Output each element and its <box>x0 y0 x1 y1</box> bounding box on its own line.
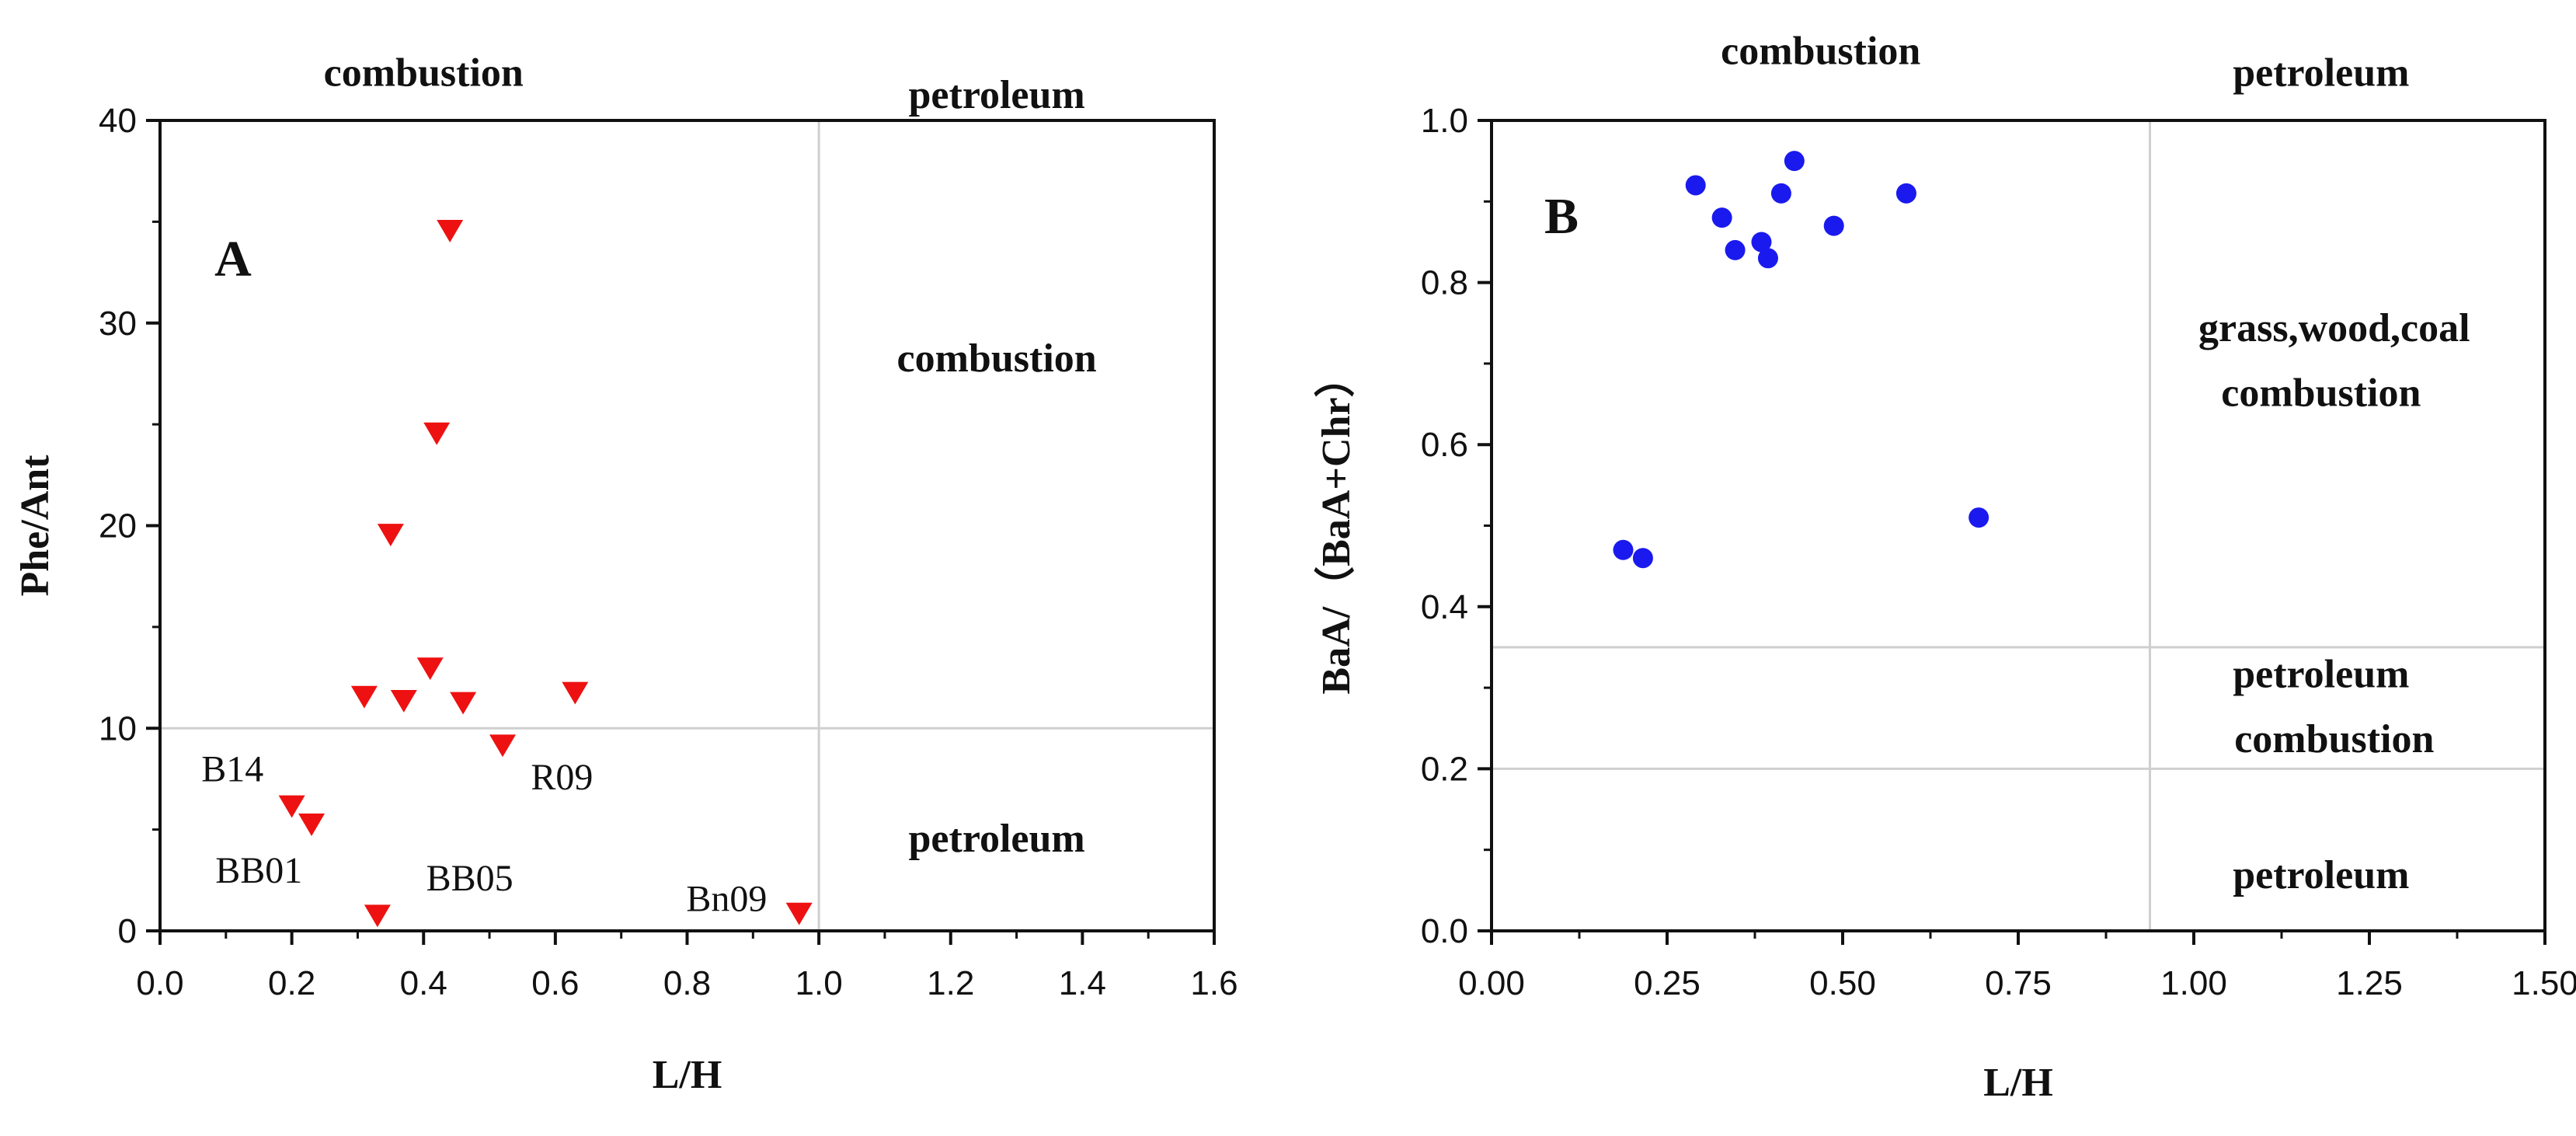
a-data-point <box>364 904 391 928</box>
a-data-point <box>785 902 813 925</box>
a-point-label: Bn09 <box>686 878 767 919</box>
b-x-tick-label: 1.00 <box>2160 964 2227 1002</box>
b-x-tick-label: 0.50 <box>1809 964 1876 1002</box>
b-region-label: petroleum <box>2233 652 2409 696</box>
a-region-label: petroleum <box>909 817 1085 861</box>
a-region-label: combustion <box>324 51 524 95</box>
a-point-label: BB01 <box>215 850 302 891</box>
b-data-point <box>1751 232 1772 253</box>
b-region-label: petroleum <box>2233 853 2409 897</box>
b-y-tick-label: 0.2 <box>1421 750 1468 788</box>
b-data-point <box>1969 507 1989 528</box>
a-x-tick-label: 0.6 <box>531 964 579 1002</box>
a-y-tick-label: 20 <box>99 507 137 545</box>
b-y-tick-label: 0.8 <box>1421 264 1468 302</box>
b-data-point <box>1613 539 1634 560</box>
a-data-point <box>489 734 517 758</box>
b-y-tick-label: 0.0 <box>1421 912 1468 950</box>
b-region-label: combustion <box>2221 371 2421 415</box>
a-x-tick-label: 1.4 <box>1059 964 1106 1002</box>
a-data-point <box>450 692 477 715</box>
b-data-point <box>1895 183 1916 204</box>
a-x-tick-label: 1.6 <box>1190 964 1238 1002</box>
b-panel-label: B <box>1544 188 1579 245</box>
b-data-point <box>1711 207 1732 228</box>
b-x-tick-label: 0.25 <box>1634 964 1701 1002</box>
a-data-point <box>562 681 589 705</box>
b-x-tick-label: 0.75 <box>1985 964 2052 1002</box>
b-x-tick-label: 1.25 <box>2336 964 2403 1002</box>
a-plot-frame <box>158 119 1216 932</box>
b-plot-frame <box>1490 119 2546 932</box>
a-y-axis-label: Phe/Ant <box>13 455 57 597</box>
b-data-point <box>1725 239 1746 260</box>
a-data-point <box>416 657 444 681</box>
a-point-label: R09 <box>531 757 593 798</box>
a-x-tick-label: 1.2 <box>927 964 974 1002</box>
b-data-point <box>1823 215 1844 236</box>
b-region-label: petroleum <box>2233 51 2409 95</box>
a-data-point <box>437 220 464 242</box>
a-data-point <box>350 685 378 709</box>
a-y-tick-label: 10 <box>99 709 137 747</box>
a-region-label: petroleum <box>909 73 1085 117</box>
chart-panel-b: 0.00 0.25 0.50 0.75 1.00 1.25 1.50 0.0 0.2 0.4 0.6… <box>1314 29 2576 1105</box>
a-y-tick-label: 30 <box>99 305 137 343</box>
a-y-tick-label: 40 <box>99 102 137 140</box>
b-y-axis-label: BaA/（BaA+Chr） <box>1314 357 1359 694</box>
a-x-tick-label: 0.2 <box>268 964 315 1002</box>
a-data-point <box>278 795 305 818</box>
a-x-tick-label: 0.4 <box>400 964 447 1002</box>
b-x-tick-label: 0.00 <box>1458 964 1525 1002</box>
b-y-tick-label: 0.6 <box>1421 426 1468 464</box>
a-data-point <box>390 689 417 713</box>
b-x-tick-label: 1.50 <box>2512 964 2576 1002</box>
a-point-label: BB05 <box>426 858 513 899</box>
b-data-point <box>1784 151 1805 172</box>
a-panel-label: A <box>214 231 252 287</box>
a-x-axis-label: L/H <box>653 1053 722 1097</box>
a-x-tick-label: 0.0 <box>136 964 183 1002</box>
b-y-tick-label: 0.4 <box>1421 588 1468 626</box>
b-region-label: combustion <box>2234 717 2434 761</box>
a-x-tick-label: 1.0 <box>795 964 843 1002</box>
b-region-label: combustion <box>1721 29 1920 73</box>
a-data-point <box>298 814 325 836</box>
a-data-point <box>423 422 451 445</box>
a-y-tick-label: 0 <box>118 912 137 950</box>
a-point-label: B14 <box>201 748 263 789</box>
b-data-point <box>1757 248 1778 269</box>
a-data-point <box>377 524 404 547</box>
b-x-axis-label: L/H <box>1983 1061 2053 1105</box>
b-y-tick-label: 1.0 <box>1421 102 1468 140</box>
a-region-label: combustion <box>897 336 1097 381</box>
b-data-point <box>1685 175 1706 196</box>
b-data-point <box>1632 548 1653 569</box>
b-region-label: grass,wood,coal <box>2198 306 2470 350</box>
b-data-point <box>1770 183 1791 204</box>
chart-panel-a: 0.0 0.2 0.4 0.6 0.8 1.0 1.2 1.4 1.6 0 10 20 30 40 L/H P… <box>13 51 1238 1097</box>
a-x-tick-label: 0.8 <box>663 964 711 1002</box>
